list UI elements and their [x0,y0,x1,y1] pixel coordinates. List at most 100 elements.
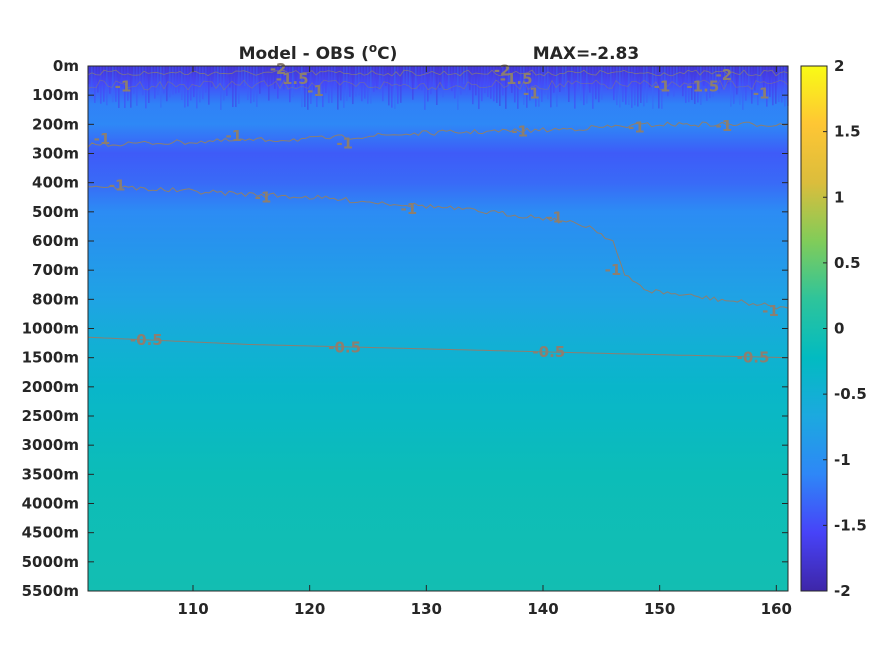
noise-streak [391,66,393,108]
colorbar-tick-label: 2 [834,57,844,75]
noise-streak [757,66,759,106]
y-tick-label: 100m [32,86,79,104]
noise-streak [583,66,585,106]
noise-streak [205,66,207,93]
plot-area: -1 -1 -1 -1 -1 -1 -1 -1 -1 -1 -1 -1 -0.5 -0.5 -0.5 -0.5… [87,60,789,592]
noise-streak [163,66,165,94]
noise-streak [571,66,573,89]
noise-streak [676,66,678,86]
noise-streak [523,66,525,105]
noise-streak [709,66,711,99]
noise-streak [634,66,636,106]
noise-streak [547,66,549,100]
noise-streak [235,66,237,108]
noise-streak [553,66,555,93]
noise-streak [718,66,720,94]
noise-streak [280,66,282,91]
noise-streak [97,66,99,93]
noise-streak [304,66,306,107]
noise-streak [433,66,435,86]
noise-streak [724,66,726,88]
noise-streak [259,66,261,94]
noise-streak [325,66,327,94]
noise-streak [157,66,159,95]
noise-streak [475,66,477,96]
temperature-difference-field [88,66,788,591]
noise-streak [700,66,702,105]
noise-streak [196,66,198,109]
x-tick-label: 150 [644,600,675,618]
noise-streak [367,66,369,104]
noise-streak [115,66,117,102]
noise-streak [262,66,264,88]
noise-streak [568,66,570,103]
y-tick-label: 4500m [22,524,79,542]
noise-streak [490,66,492,99]
colorbar-tick-label: 0 [834,320,844,338]
noise-streak [469,66,471,91]
noise-streak [307,66,309,110]
noise-streak [754,66,756,91]
noise-streak [358,66,360,96]
noise-streak [673,66,675,97]
noise-streak [178,66,180,93]
noise-streak [121,66,123,88]
noise-streak [559,66,561,92]
noise-streak [256,66,258,107]
x-tick-label: 110 [177,600,208,618]
colorbar-tick-label: 0.5 [834,254,861,272]
noise-streak [319,66,321,91]
y-tick-label: 2500m [22,407,79,425]
contour-label: -1.5 [686,77,719,95]
noise-streak [544,66,546,95]
noise-streak [388,66,390,106]
contour-label: -1 [605,261,622,279]
noise-streak [184,66,186,108]
noise-streak [652,66,654,109]
noise-streak [94,66,96,103]
noise-streak [736,66,738,95]
contour-label: -1 [753,85,770,103]
noise-streak [760,66,762,96]
noise-streak [181,66,183,100]
noise-streak [436,66,438,105]
y-tick-label: 4000m [22,495,79,513]
noise-streak [466,66,468,95]
noise-streak [349,66,351,97]
contour-line [87,184,789,310]
colorbar: 2 1.5 1 0.5 0 -0.5 -1 -1.5 -2 [800,57,867,600]
contour-label: -1 [546,209,563,227]
noise-streak [124,66,126,109]
noise-streak [682,66,684,97]
noise-streak [481,66,483,102]
noise-streak [478,66,480,110]
noise-streak [247,66,249,101]
noise-streak [406,66,408,87]
noise-streak [577,66,579,89]
noise-streak [649,66,651,88]
noise-streak [418,66,420,90]
noise-streak [631,66,633,108]
noise-streak [655,66,657,87]
noise-streak [283,66,285,90]
noise-streak [499,66,501,106]
noise-streak [346,66,348,101]
noise-streak [217,66,219,88]
contour-label: -1 [115,77,132,95]
y-tick-label: 2000m [22,378,79,396]
noise-streak [661,66,663,109]
colorbar-ticks: 2 1.5 1 0.5 0 -0.5 -1 -1.5 -2 [823,57,867,600]
noise-streak [361,66,363,102]
contour-label: -1 [109,177,126,195]
noise-streak [751,66,753,104]
noise-streak [250,66,252,104]
noise-streak [442,66,444,98]
y-tick-label: 1000m [22,320,79,338]
noise-streak [334,66,336,90]
y-tick-label: 5500m [22,582,79,600]
noise-streak [457,66,459,110]
noise-streak [193,66,195,98]
noise-streak [139,66,141,88]
noise-streak [604,66,606,86]
noise-streak [127,66,129,101]
